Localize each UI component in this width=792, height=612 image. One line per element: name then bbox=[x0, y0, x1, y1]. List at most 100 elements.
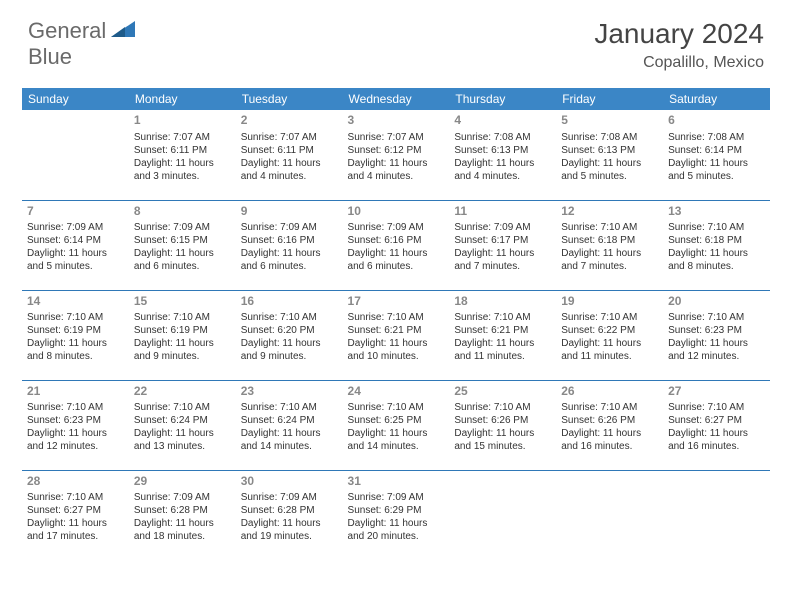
day-info: Sunrise: 7:09 AMSunset: 6:15 PMDaylight:… bbox=[134, 221, 231, 273]
calendar-day-cell: 3 Sunrise: 7:07 AMSunset: 6:12 PMDaylight… bbox=[343, 110, 450, 200]
day-number: 2 bbox=[241, 113, 338, 129]
calendar-day-cell: 10Sunrise: 7:09 AMSunset: 6:16 PMDayligh… bbox=[343, 200, 450, 290]
day-number: 21 bbox=[27, 384, 124, 400]
day-number: 31 bbox=[348, 474, 445, 490]
calendar-week-row: 21Sunrise: 7:10 AMSunset: 6:23 PMDayligh… bbox=[22, 380, 770, 470]
day-number: 9 bbox=[241, 204, 338, 220]
day-info: Sunrise: 7:10 AMSunset: 6:19 PMDaylight:… bbox=[134, 311, 231, 363]
day-info: Sunrise: 7:10 AMSunset: 6:26 PMDaylight:… bbox=[561, 401, 658, 453]
calendar-day-cell: 24Sunrise: 7:10 AMSunset: 6:25 PMDayligh… bbox=[343, 380, 450, 470]
day-info: Sunrise: 7:10 AMSunset: 6:20 PMDaylight:… bbox=[241, 311, 338, 363]
calendar-day-cell: . bbox=[22, 110, 129, 200]
day-number: 4 bbox=[454, 113, 551, 129]
day-info: Sunrise: 7:09 AMSunset: 6:17 PMDaylight:… bbox=[454, 221, 551, 273]
weekday-header: Wednesday bbox=[343, 88, 450, 110]
calendar-day-cell: 27Sunrise: 7:10 AMSunset: 6:27 PMDayligh… bbox=[663, 380, 770, 470]
day-number: 10 bbox=[348, 204, 445, 220]
calendar-day-cell: . bbox=[556, 470, 663, 560]
calendar-day-cell: 31Sunrise: 7:09 AMSunset: 6:29 PMDayligh… bbox=[343, 470, 450, 560]
day-info: Sunrise: 7:10 AMSunset: 6:22 PMDaylight:… bbox=[561, 311, 658, 363]
weekday-header: Tuesday bbox=[236, 88, 343, 110]
day-info: Sunrise: 7:09 AMSunset: 6:14 PMDaylight:… bbox=[27, 221, 124, 273]
calendar-day-cell: 8Sunrise: 7:09 AMSunset: 6:15 PMDaylight… bbox=[129, 200, 236, 290]
calendar-day-cell: 12Sunrise: 7:10 AMSunset: 6:18 PMDayligh… bbox=[556, 200, 663, 290]
day-info: Sunrise: 7:09 AMSunset: 6:29 PMDaylight:… bbox=[348, 491, 445, 543]
day-info: Sunrise: 7:10 AMSunset: 6:26 PMDaylight:… bbox=[454, 401, 551, 453]
day-number: 28 bbox=[27, 474, 124, 490]
day-number: 24 bbox=[348, 384, 445, 400]
day-number: 18 bbox=[454, 294, 551, 310]
day-info: Sunrise: 7:08 AMSunset: 6:14 PMDaylight:… bbox=[668, 131, 765, 183]
day-info: Sunrise: 7:10 AMSunset: 6:18 PMDaylight:… bbox=[561, 221, 658, 273]
calendar-day-cell: 15Sunrise: 7:10 AMSunset: 6:19 PMDayligh… bbox=[129, 290, 236, 380]
calendar-day-cell: 25Sunrise: 7:10 AMSunset: 6:26 PMDayligh… bbox=[449, 380, 556, 470]
day-number: 15 bbox=[134, 294, 231, 310]
day-number: 22 bbox=[134, 384, 231, 400]
title-block: January 2024 Copalillo, Mexico bbox=[594, 18, 764, 72]
calendar-day-cell: 17Sunrise: 7:10 AMSunset: 6:21 PMDayligh… bbox=[343, 290, 450, 380]
day-number: 25 bbox=[454, 384, 551, 400]
weekday-header: Thursday bbox=[449, 88, 556, 110]
calendar-day-cell: 29Sunrise: 7:09 AMSunset: 6:28 PMDayligh… bbox=[129, 470, 236, 560]
calendar-day-cell: 11Sunrise: 7:09 AMSunset: 6:17 PMDayligh… bbox=[449, 200, 556, 290]
day-info: Sunrise: 7:10 AMSunset: 6:23 PMDaylight:… bbox=[27, 401, 124, 453]
day-number: 1 bbox=[134, 113, 231, 129]
calendar-week-row: 7Sunrise: 7:09 AMSunset: 6:14 PMDaylight… bbox=[22, 200, 770, 290]
day-number: 23 bbox=[241, 384, 338, 400]
day-number: 30 bbox=[241, 474, 338, 490]
weekday-header: Sunday bbox=[22, 88, 129, 110]
brand-logo: General bbox=[28, 18, 139, 44]
calendar-day-cell: 2 Sunrise: 7:07 AMSunset: 6:11 PMDaylight… bbox=[236, 110, 343, 200]
calendar-day-cell: 20Sunrise: 7:10 AMSunset: 6:23 PMDayligh… bbox=[663, 290, 770, 380]
calendar-week-row: 14Sunrise: 7:10 AMSunset: 6:19 PMDayligh… bbox=[22, 290, 770, 380]
day-info: Sunrise: 7:07 AMSunset: 6:12 PMDaylight:… bbox=[348, 131, 445, 183]
calendar-day-cell: 22Sunrise: 7:10 AMSunset: 6:24 PMDayligh… bbox=[129, 380, 236, 470]
day-number: 8 bbox=[134, 204, 231, 220]
calendar-day-cell: 1Sunrise: 7:07 AMSunset: 6:11 PMDaylight… bbox=[129, 110, 236, 200]
location-subtitle: Copalillo, Mexico bbox=[594, 54, 764, 72]
day-number: 3 bbox=[348, 113, 445, 129]
day-number: 14 bbox=[27, 294, 124, 310]
day-info: Sunrise: 7:10 AMSunset: 6:27 PMDaylight:… bbox=[27, 491, 124, 543]
brand-name-2: Blue bbox=[28, 44, 72, 69]
calendar-day-cell: 23Sunrise: 7:10 AMSunset: 6:24 PMDayligh… bbox=[236, 380, 343, 470]
day-info: Sunrise: 7:10 AMSunset: 6:19 PMDaylight:… bbox=[27, 311, 124, 363]
calendar-day-cell: 19Sunrise: 7:10 AMSunset: 6:22 PMDayligh… bbox=[556, 290, 663, 380]
page-title: January 2024 bbox=[594, 18, 764, 50]
day-info: Sunrise: 7:10 AMSunset: 6:18 PMDaylight:… bbox=[668, 221, 765, 273]
day-number: 11 bbox=[454, 204, 551, 220]
calendar-day-cell: 13Sunrise: 7:10 AMSunset: 6:18 PMDayligh… bbox=[663, 200, 770, 290]
day-number: 29 bbox=[134, 474, 231, 490]
day-number: 5 bbox=[561, 113, 658, 129]
weekday-header: Monday bbox=[129, 88, 236, 110]
day-info: Sunrise: 7:07 AMSunset: 6:11 PMDaylight:… bbox=[241, 131, 338, 183]
brand-name-2-wrap: Blue bbox=[28, 44, 72, 70]
day-info: Sunrise: 7:10 AMSunset: 6:24 PMDaylight:… bbox=[241, 401, 338, 453]
day-info: Sunrise: 7:10 AMSunset: 6:24 PMDaylight:… bbox=[134, 401, 231, 453]
brand-name-1: General bbox=[28, 18, 106, 44]
calendar-day-cell: 26Sunrise: 7:10 AMSunset: 6:26 PMDayligh… bbox=[556, 380, 663, 470]
calendar-day-cell: 30Sunrise: 7:09 AMSunset: 6:28 PMDayligh… bbox=[236, 470, 343, 560]
calendar-week-row: .1Sunrise: 7:07 AMSunset: 6:11 PMDayligh… bbox=[22, 110, 770, 200]
day-info: Sunrise: 7:10 AMSunset: 6:21 PMDaylight:… bbox=[348, 311, 445, 363]
calendar-day-cell: . bbox=[449, 470, 556, 560]
calendar-day-cell: 7Sunrise: 7:09 AMSunset: 6:14 PMDaylight… bbox=[22, 200, 129, 290]
day-info: Sunrise: 7:09 AMSunset: 6:16 PMDaylight:… bbox=[241, 221, 338, 273]
weekday-header: Friday bbox=[556, 88, 663, 110]
calendar-day-cell: 4 Sunrise: 7:08 AMSunset: 6:13 PMDaylight… bbox=[449, 110, 556, 200]
day-info: Sunrise: 7:09 AMSunset: 6:28 PMDaylight:… bbox=[241, 491, 338, 543]
day-info: Sunrise: 7:08 AMSunset: 6:13 PMDaylight:… bbox=[454, 131, 551, 183]
day-info: Sunrise: 7:10 AMSunset: 6:21 PMDaylight:… bbox=[454, 311, 551, 363]
day-number: 16 bbox=[241, 294, 338, 310]
calendar-day-cell: 28Sunrise: 7:10 AMSunset: 6:27 PMDayligh… bbox=[22, 470, 129, 560]
calendar-day-cell: 14Sunrise: 7:10 AMSunset: 6:19 PMDayligh… bbox=[22, 290, 129, 380]
brand-triangle-icon bbox=[111, 19, 137, 44]
day-number: 13 bbox=[668, 204, 765, 220]
calendar-day-cell: 16Sunrise: 7:10 AMSunset: 6:20 PMDayligh… bbox=[236, 290, 343, 380]
calendar-day-cell: 6Sunrise: 7:08 AMSunset: 6:14 PMDaylight… bbox=[663, 110, 770, 200]
day-info: Sunrise: 7:09 AMSunset: 6:28 PMDaylight:… bbox=[134, 491, 231, 543]
day-info: Sunrise: 7:08 AMSunset: 6:13 PMDaylight:… bbox=[561, 131, 658, 183]
calendar-week-row: 28Sunrise: 7:10 AMSunset: 6:27 PMDayligh… bbox=[22, 470, 770, 560]
day-number: 20 bbox=[668, 294, 765, 310]
day-info: Sunrise: 7:10 AMSunset: 6:23 PMDaylight:… bbox=[668, 311, 765, 363]
